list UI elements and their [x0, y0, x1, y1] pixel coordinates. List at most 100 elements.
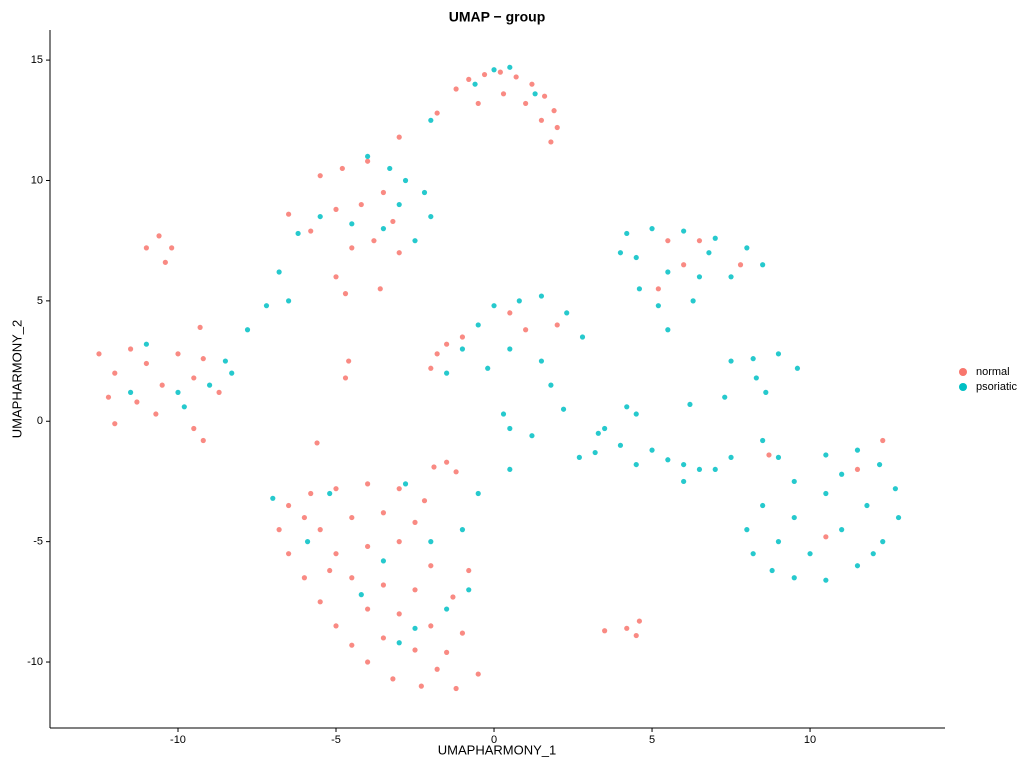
point — [760, 437, 766, 444]
point — [807, 551, 813, 557]
point — [412, 587, 418, 593]
point — [665, 457, 671, 463]
point — [286, 551, 292, 557]
point — [602, 628, 608, 634]
point — [229, 370, 235, 376]
legend-label: normal — [976, 366, 1010, 378]
point — [175, 351, 181, 357]
point — [286, 502, 292, 509]
point — [744, 527, 750, 533]
point — [760, 502, 766, 509]
point — [823, 534, 829, 540]
point — [655, 286, 661, 292]
point — [728, 274, 734, 280]
point — [112, 370, 118, 376]
point — [365, 158, 371, 164]
point — [270, 495, 276, 501]
point — [750, 356, 756, 362]
point — [823, 490, 829, 497]
point — [633, 461, 639, 468]
point — [665, 238, 671, 244]
point — [633, 254, 639, 261]
point — [541, 93, 548, 99]
point — [459, 630, 466, 636]
point — [365, 481, 371, 487]
point — [579, 334, 586, 340]
point — [421, 498, 428, 504]
point — [349, 245, 355, 251]
point — [333, 551, 339, 557]
point — [342, 291, 349, 297]
point — [592, 449, 598, 456]
point — [333, 486, 339, 492]
point — [523, 327, 529, 333]
point — [775, 454, 782, 460]
point — [769, 567, 775, 574]
chart-title: UMAP − group — [449, 9, 546, 25]
point — [412, 647, 418, 653]
point — [681, 228, 687, 234]
point — [276, 269, 282, 275]
point — [412, 519, 418, 525]
point — [428, 365, 434, 371]
point — [396, 201, 402, 208]
point — [507, 346, 513, 352]
point — [595, 430, 601, 436]
point — [444, 341, 450, 347]
point — [143, 360, 149, 367]
point — [377, 286, 383, 292]
point — [497, 69, 503, 75]
point — [412, 238, 418, 244]
point — [895, 514, 902, 521]
point — [459, 527, 466, 533]
point — [475, 671, 481, 677]
point — [317, 527, 323, 533]
point — [459, 346, 466, 352]
point — [507, 310, 513, 316]
point — [466, 76, 472, 82]
point — [753, 375, 759, 381]
point — [516, 298, 522, 304]
point — [696, 238, 703, 244]
point — [206, 382, 213, 388]
point — [380, 189, 387, 196]
point — [263, 303, 270, 309]
point — [428, 623, 434, 629]
point — [532, 91, 538, 97]
point — [191, 425, 197, 432]
point — [244, 327, 251, 333]
point — [434, 351, 440, 357]
y-tick-label: -10 — [27, 656, 43, 668]
x-tick-label: 0 — [491, 734, 497, 746]
point — [712, 466, 718, 473]
point — [371, 238, 377, 244]
y-tick-label: 10 — [31, 174, 43, 186]
point — [636, 618, 642, 624]
point — [681, 262, 687, 268]
point — [564, 310, 570, 316]
point — [216, 389, 222, 395]
point — [434, 666, 440, 672]
point — [538, 117, 545, 123]
point — [396, 539, 402, 545]
point — [191, 375, 197, 381]
point — [444, 370, 450, 376]
point — [823, 577, 829, 583]
point — [876, 461, 883, 468]
point — [444, 649, 450, 655]
point — [633, 411, 639, 417]
point — [633, 632, 639, 639]
point — [775, 351, 782, 357]
point — [159, 382, 165, 388]
point — [308, 228, 314, 234]
point — [744, 245, 750, 251]
y-tick-label: -5 — [33, 536, 43, 548]
point — [301, 514, 308, 521]
point — [602, 425, 608, 432]
point — [96, 351, 102, 357]
point — [712, 235, 718, 241]
point — [349, 221, 355, 227]
point — [349, 514, 355, 521]
point — [349, 575, 355, 581]
point — [380, 510, 387, 516]
